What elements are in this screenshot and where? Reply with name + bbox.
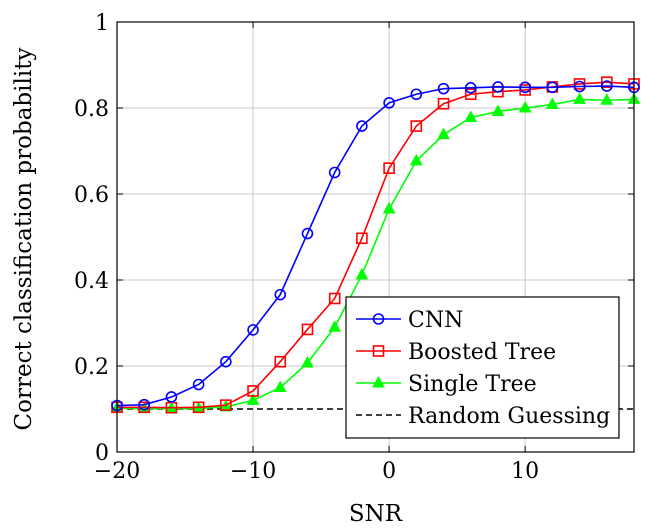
single-tree-point: [372, 375, 385, 388]
boosted-tree-point: [410, 120, 423, 132]
x-tick-label: −20: [94, 459, 140, 484]
boosted-tree-point: [301, 323, 314, 336]
boosted-tree-point: [600, 76, 613, 88]
axis-ticks: −20 −10 0 10 0 0.2 0.4 0.6 0.8 1: [74, 11, 634, 484]
y-tick-label: 1: [95, 11, 109, 36]
cnn-point: [519, 81, 531, 94]
y-axis-label: Correct classification probability: [11, 48, 37, 431]
single-tree-point: [464, 110, 478, 122]
legend-label: Boosted Tree: [408, 340, 556, 365]
cnn-point: [546, 81, 559, 94]
cnn-point: [600, 80, 613, 92]
cnn-point: [437, 82, 450, 95]
boosted-tree-point: [328, 292, 341, 305]
boosted-tree-point: [372, 345, 385, 357]
boosted-tree-point: [437, 97, 450, 110]
single-tree-point: [246, 393, 260, 405]
boosted-tree-point: [220, 399, 232, 411]
cnn-point: [247, 324, 259, 336]
single-tree-point: [573, 92, 586, 104]
cnn-point: [492, 81, 504, 93]
single-tree-point: [518, 100, 532, 113]
y-tick-label: 0.6: [74, 183, 109, 208]
plot-frame: [116, 21, 635, 453]
boosted-tree-point: [274, 355, 287, 368]
x-axis-label: SNR: [349, 501, 403, 527]
single-tree-point: [273, 380, 287, 392]
boosted-tree-point: [192, 401, 205, 414]
cnn-point: [165, 391, 178, 403]
cnn-point: [274, 288, 287, 301]
y-tick-label: 0.4: [74, 269, 109, 294]
single-tree-point: [301, 355, 314, 368]
single-tree-point: [600, 93, 614, 105]
legend: CNN Boosted Tree Single Tree Random Guessin…: [345, 296, 620, 439]
single-tree-point: [546, 97, 559, 110]
y-tick-label: 0.8: [74, 97, 109, 122]
y-tick-label: 0.2: [74, 355, 109, 380]
legend-label: Random Guessing: [408, 404, 610, 429]
boosted-tree-point: [247, 385, 259, 397]
cnn-point: [356, 120, 368, 132]
single-tree-point: [409, 153, 423, 166]
single-tree-point: [328, 320, 342, 332]
single-tree-point: [355, 267, 369, 280]
cnn-point: [410, 88, 423, 101]
single-tree-point: [437, 127, 450, 140]
cnn-point: [220, 355, 232, 368]
legend-label: Single Tree: [408, 372, 537, 397]
single-tree-point: [382, 202, 396, 214]
legend-label: CNN: [408, 308, 463, 333]
x-tick-label: −10: [230, 459, 276, 484]
boosted-tree-point: [383, 162, 395, 174]
boosted-tree-point: [464, 88, 477, 101]
single-tree-point: [491, 104, 505, 116]
cnn-point: [301, 227, 314, 240]
cnn-point: [192, 378, 205, 391]
x-tick-label: 10: [511, 459, 539, 484]
cnn-point: [138, 398, 151, 411]
series-cnn: [111, 80, 640, 412]
cnn-point: [464, 81, 477, 94]
y-tick-label: 0: [95, 441, 109, 466]
boosted-tree-point: [356, 232, 368, 245]
x-tick-label: 0: [382, 459, 396, 484]
cnn-point: [372, 313, 385, 325]
cnn-point: [328, 166, 341, 179]
cnn-point: [383, 97, 395, 109]
cnn-point: [573, 80, 586, 93]
